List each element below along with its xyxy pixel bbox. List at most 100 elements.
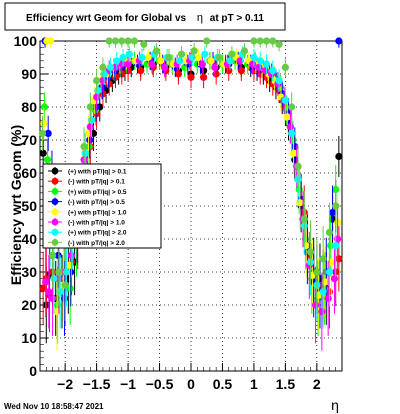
data-point <box>332 202 340 210</box>
legend-marker <box>51 198 59 206</box>
data-point <box>203 37 211 45</box>
legend-label: (-) with pT/|q| > 0.5 <box>68 199 125 206</box>
data-point <box>324 294 332 302</box>
x-tick-label: −1 <box>120 376 136 392</box>
data-point <box>53 308 61 316</box>
data-point <box>236 57 244 65</box>
data-point <box>207 57 215 65</box>
data-point <box>105 37 113 45</box>
data-point <box>38 129 47 137</box>
data-point <box>124 37 132 45</box>
data-point <box>39 149 47 157</box>
data-point <box>50 275 58 283</box>
legend-marker <box>51 177 59 185</box>
data-point <box>55 268 63 276</box>
data-point <box>281 63 289 71</box>
data-point <box>327 242 335 250</box>
data-point <box>105 80 113 88</box>
data-point <box>335 37 343 45</box>
data-point <box>255 63 263 71</box>
y-tick-label: 70 <box>21 132 37 148</box>
x-tick-labels: −2 −1.5 −1 −0.5 0 0.5 1 1.5 2 <box>57 376 321 392</box>
data-point <box>118 37 126 45</box>
x-tick-label: 0.5 <box>213 376 233 392</box>
data-point <box>199 73 208 81</box>
data-point <box>318 308 326 316</box>
data-point <box>294 162 302 170</box>
data-point <box>62 268 71 276</box>
data-point <box>92 103 100 111</box>
data-point <box>325 268 334 276</box>
data-point <box>275 77 283 85</box>
data-point <box>269 37 277 45</box>
data-point <box>94 86 102 95</box>
data-point <box>119 53 127 62</box>
legend-label: (+) with pT/|q| > 1.0 <box>68 209 127 216</box>
data-point <box>113 57 121 65</box>
y-tick-label: 30 <box>21 264 37 280</box>
data-point <box>215 53 223 62</box>
data-point <box>330 275 339 283</box>
data-point <box>111 37 120 45</box>
data-point <box>302 242 310 250</box>
data-point <box>261 67 269 75</box>
data-point <box>321 278 329 286</box>
data-point <box>288 103 296 111</box>
data-point <box>296 199 304 207</box>
x-tick-label: 1.5 <box>276 376 296 392</box>
x-tick-label: 0 <box>187 376 195 392</box>
data-point <box>319 255 327 263</box>
data-point <box>201 50 209 58</box>
data-point <box>56 288 64 296</box>
data-point <box>99 77 107 85</box>
data-point <box>286 123 295 131</box>
x-tick-label: 1 <box>250 376 258 392</box>
data-point <box>85 143 93 151</box>
footer-timestamp: Wed Nov 10 18:58:47 2021 <box>4 402 104 411</box>
y-tick-labels: 0 10 20 30 40 50 60 70 80 90 100 <box>14 33 38 379</box>
data-point <box>137 67 145 75</box>
y-tick-label: 10 <box>21 330 37 346</box>
data-point <box>237 67 245 75</box>
x-tick-label: −2 <box>57 376 73 392</box>
data-point <box>157 57 165 65</box>
data-point <box>106 63 115 71</box>
title-part-1: Efficiency wrt Geom for Global vs <box>26 13 186 24</box>
data-point <box>250 37 258 45</box>
y-tick-label: 50 <box>21 198 37 214</box>
y-tick-label: 80 <box>21 99 37 115</box>
data-point <box>211 63 219 71</box>
legend: (+) with pT/|q| > 0.1 (-) with pT/|q| > 0… <box>42 163 162 249</box>
legend-marker <box>51 208 59 216</box>
data-point <box>44 129 52 137</box>
data-point <box>190 47 198 55</box>
y-tick-label: 90 <box>21 66 37 82</box>
data-point <box>125 50 133 58</box>
data-point <box>198 60 206 68</box>
legend-label: (+) with pT/|q| > 0.1 <box>68 169 127 176</box>
title-part-2: at pT > 0.11 <box>210 13 265 24</box>
data-point <box>176 57 184 65</box>
data-point <box>328 209 337 217</box>
data-point <box>40 103 49 111</box>
data-point <box>256 57 264 65</box>
legend-marker <box>51 188 59 195</box>
title-box <box>4 2 286 31</box>
data-point <box>80 143 88 151</box>
data-point <box>99 63 107 71</box>
data-point <box>333 235 342 243</box>
data-point <box>174 70 183 78</box>
data-point <box>138 53 146 62</box>
data-point <box>269 67 277 75</box>
data-point <box>65 261 74 269</box>
data-point <box>288 129 296 137</box>
data-point <box>212 70 220 78</box>
data-point <box>45 288 53 296</box>
data-point <box>100 70 108 78</box>
y-tick-label: 0 <box>29 363 37 379</box>
data-point <box>130 37 138 45</box>
data-point <box>327 258 335 266</box>
legend-label: (-) with pT/|q| > 2.0 <box>68 240 125 247</box>
data-point <box>47 37 55 45</box>
